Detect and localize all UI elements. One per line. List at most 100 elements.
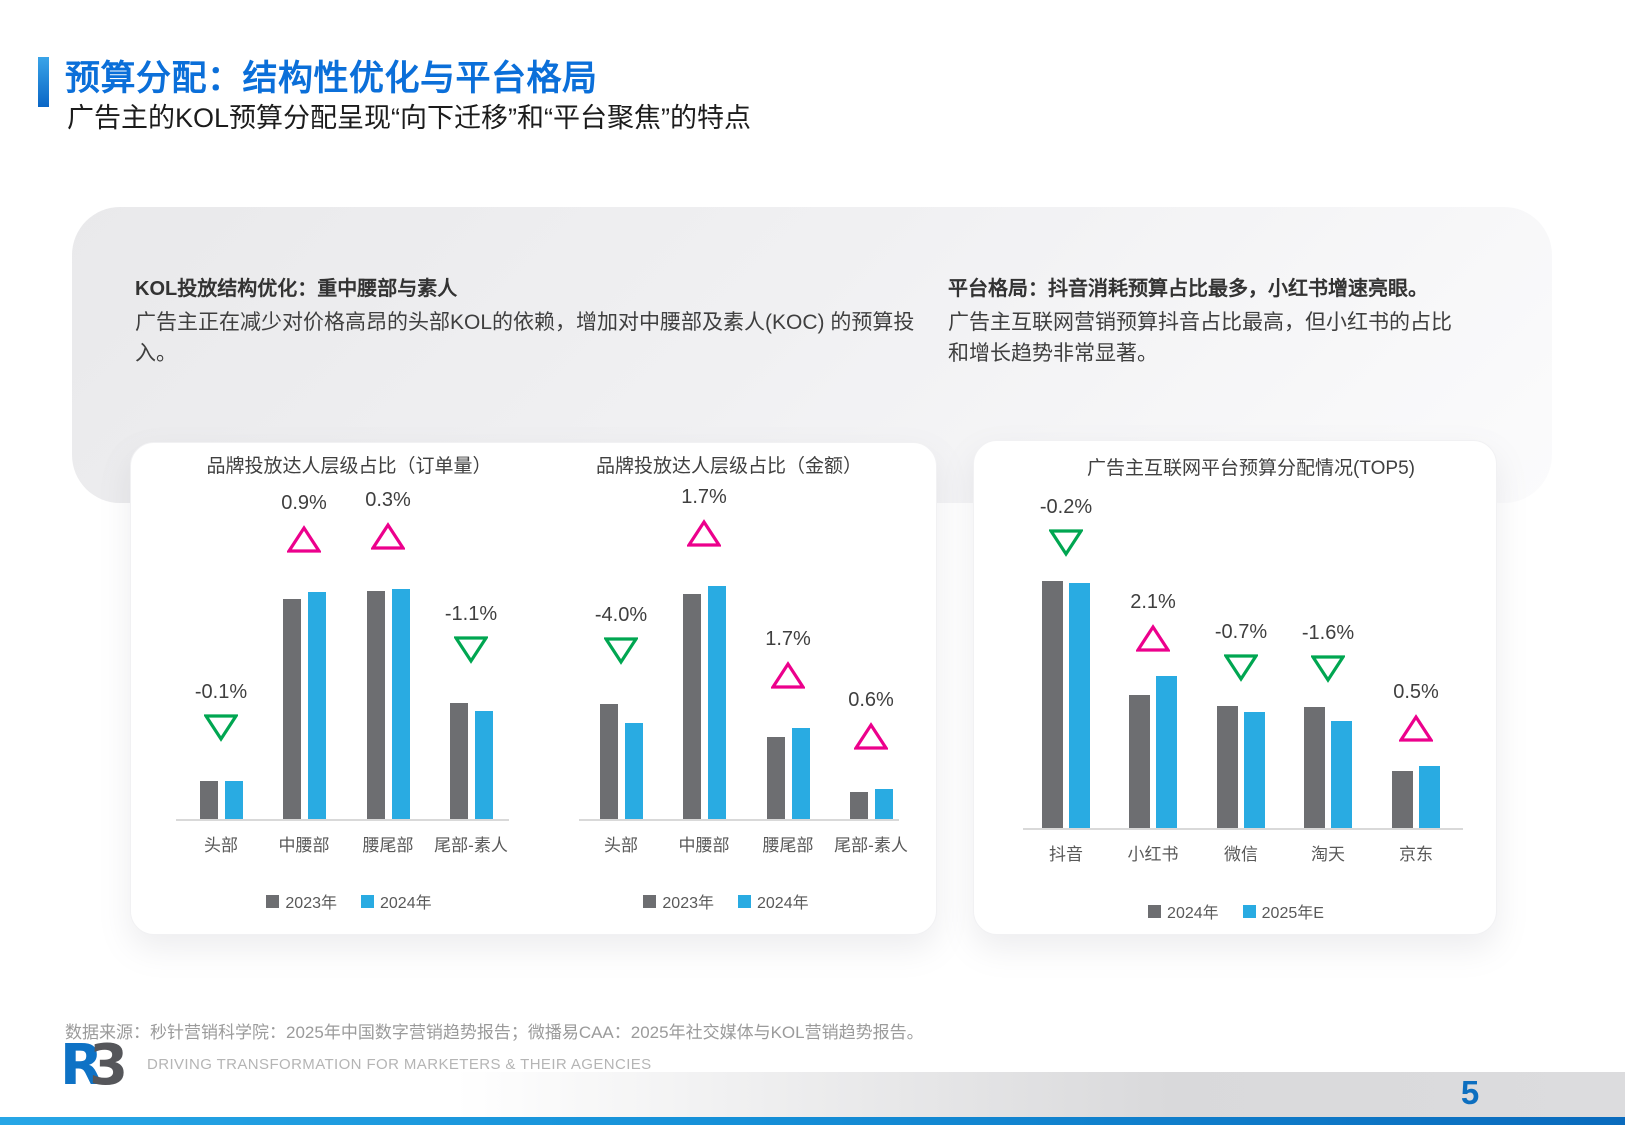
delta-down-triangle-icon <box>204 714 238 742</box>
delta-up-triangle-icon <box>854 722 888 750</box>
delta-up-triangle-icon <box>771 661 805 689</box>
bar-2025年E <box>1244 712 1265 828</box>
delta-down-triangle-icon <box>1049 529 1083 557</box>
legend-item: 2025年E <box>1242 899 1324 923</box>
bar-2024年 <box>307 592 326 819</box>
category-label: 腰尾部 <box>762 836 814 855</box>
category-label: 京东 <box>1399 845 1433 864</box>
legend-label: 2024年 <box>1167 905 1219 922</box>
delta-down-triangle-icon <box>1311 655 1345 683</box>
legend-item: 2024年 <box>361 889 432 913</box>
legend-swatch-icon <box>361 894 374 908</box>
legend-label: 2023年 <box>662 895 714 912</box>
bar-2023年 <box>199 781 218 819</box>
chart-legend: 2023年 2024年 <box>179 889 519 913</box>
delta-value-label: 0.9% <box>281 492 327 514</box>
bar-2024年 <box>707 586 726 819</box>
page-number: 5 <box>1460 1074 1480 1111</box>
bar-2023年 <box>849 792 868 819</box>
category-label: 头部 <box>604 836 638 855</box>
delta-value-label: 1.7% <box>765 628 811 650</box>
bar-2025年E <box>1419 766 1440 828</box>
category-label: 尾部-素人 <box>434 836 508 855</box>
x-axis <box>176 819 509 821</box>
page-subtitle: 广告主的KOL预算分配呈现“向下迁移”和“平台聚焦”的特点 <box>67 103 751 133</box>
category-label: 小红书 <box>1127 845 1179 864</box>
r3-logo-3: 3 <box>89 1033 129 1098</box>
title-accent-bar <box>38 57 49 107</box>
category-label: 中腰部 <box>278 836 330 855</box>
delta-up-triangle-icon <box>1399 714 1433 742</box>
delta-up-triangle-icon <box>371 522 405 550</box>
legend-item: 2024年 <box>738 889 809 913</box>
delta-up-triangle-icon <box>687 519 721 547</box>
x-axis <box>579 819 899 821</box>
bar-2023年 <box>766 737 785 819</box>
delta-value-label: -1.6% <box>1301 622 1355 644</box>
bar-2023年 <box>682 594 701 819</box>
legend-swatch-icon <box>738 894 751 908</box>
bar-2025年E <box>1156 676 1177 828</box>
bar-2024年 <box>1304 707 1325 828</box>
category-label: 中腰部 <box>678 836 730 855</box>
delta-value-label: -1.1% <box>444 603 498 625</box>
data-source-note: 数据来源：秒针营销科学院：2025年中国数字营销趋势报告；微播易CAA：2025… <box>65 1023 924 1042</box>
legend-swatch-icon <box>1148 904 1162 918</box>
delta-value-label: -0.2% <box>1039 496 1093 518</box>
r3-logo-r: R <box>60 1033 104 1098</box>
platform-heading: 平台格局：抖音消耗预算占比最多，小红书增速亮眼。 <box>948 278 1428 300</box>
kol-structure-body: 广告主正在减少对价格高昂的头部KOL的依赖，增加对中腰部及素人(KOC) 的预算… <box>135 311 915 365</box>
category-label: 淘天 <box>1311 845 1345 864</box>
kol-tier-charts-card: 品牌投放达人层级占比（订单量） 头部 -0.1% 中腰部 0.9% 腰尾部 0.3% 尾部-素… <box>130 442 937 935</box>
delta-value-label: 1.7% <box>681 486 727 508</box>
bar-2024年 <box>791 728 810 819</box>
delta-value-label: 0.5% <box>1393 681 1439 703</box>
category-label: 抖音 <box>1049 845 1083 864</box>
page-title: 预算分配：结构性优化与平台格局 <box>65 59 598 98</box>
delta-up-triangle-icon <box>1136 624 1170 652</box>
delta-value-label: -0.1% <box>194 681 248 703</box>
bar-2023年 <box>449 703 468 819</box>
bar-2023年 <box>366 591 385 819</box>
category-label: 微信 <box>1224 845 1258 864</box>
bar-2024年 <box>1042 581 1063 828</box>
delta-up-triangle-icon <box>287 525 321 553</box>
delta-down-triangle-icon <box>1224 654 1258 682</box>
legend-label: 2025年E <box>1261 905 1324 922</box>
legend-item: 2023年 <box>266 889 337 913</box>
bar-2024年 <box>224 781 243 819</box>
platform-body: 广告主互联网营销预算抖音占比最高，但小红书的占比和增长趋势非常显著。 <box>948 311 1452 365</box>
x-axis <box>1023 828 1463 830</box>
delta-value-label: -4.0% <box>594 604 648 626</box>
category-label: 头部 <box>204 836 238 855</box>
company-tagline: DRIVING TRANSFORMATION FOR MARKETERS & T… <box>147 1056 652 1073</box>
delta-down-triangle-icon <box>604 637 638 665</box>
delta-value-label: 2.1% <box>1130 591 1176 613</box>
bar-2025年E <box>1331 721 1352 828</box>
delta-value-label: 0.3% <box>365 489 411 511</box>
legend-item: 2023年 <box>643 889 714 913</box>
platform-budget-chart-card: 广告主互联网平台预算分配情况(TOP5) 抖音 -0.2% 小红书 2.1% 微信 -0.7… <box>973 440 1497 935</box>
chart-title: 品牌投放达人层级占比（金额） <box>595 456 862 477</box>
delta-value-label: -0.7% <box>1214 621 1268 643</box>
legend-swatch-icon <box>266 894 280 908</box>
footer-gray-strip <box>0 1072 1625 1117</box>
delta-value-label: 0.6% <box>848 689 894 711</box>
bar-2025年E <box>1069 583 1090 828</box>
chart-legend: 2023年 2024年 <box>556 889 896 913</box>
kol-structure-heading: KOL投放结构优化：重中腰部与素人 <box>135 278 458 300</box>
r3-logo: R3 <box>60 1038 128 1094</box>
bar-2023年 <box>599 704 618 819</box>
delta-down-triangle-icon <box>454 636 488 664</box>
bar-2024年 <box>474 711 493 819</box>
category-label: 腰尾部 <box>362 836 414 855</box>
chart-title: 品牌投放达人层级占比（订单量） <box>206 456 492 477</box>
bar-2024年 <box>1129 695 1150 828</box>
bar-2024年 <box>391 589 410 819</box>
legend-label: 2023年 <box>285 895 337 912</box>
bar-2024年 <box>1217 706 1238 828</box>
chart-title: 广告主互联网平台预算分配情况(TOP5) <box>1087 458 1415 479</box>
bar-2024年 <box>1392 771 1413 828</box>
legend-label: 2024年 <box>757 895 809 912</box>
